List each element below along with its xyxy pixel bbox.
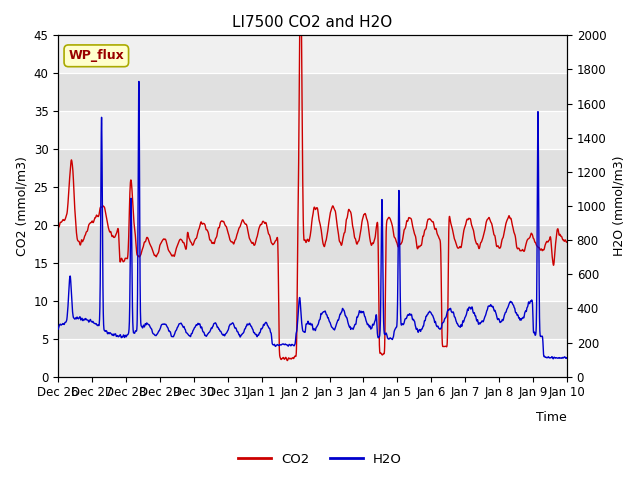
Bar: [58, 187, 567, 225]
Bar: [58, 149, 567, 187]
Title: LI7500 CO2 and H2O: LI7500 CO2 and H2O: [232, 15, 393, 30]
Bar: [58, 111, 567, 149]
Bar: [58, 225, 567, 263]
Bar: [58, 73, 567, 111]
Bar: [58, 339, 567, 377]
Bar: [58, 301, 567, 339]
X-axis label: Time: Time: [536, 411, 567, 424]
Bar: [58, 263, 567, 301]
Y-axis label: CO2 (mmol/m3): CO2 (mmol/m3): [15, 156, 28, 256]
Legend: CO2, H2O: CO2, H2O: [233, 447, 407, 471]
Text: WP_flux: WP_flux: [68, 49, 124, 62]
Bar: [58, 36, 567, 73]
Y-axis label: H2O (mmol/m3): H2O (mmol/m3): [612, 156, 625, 256]
